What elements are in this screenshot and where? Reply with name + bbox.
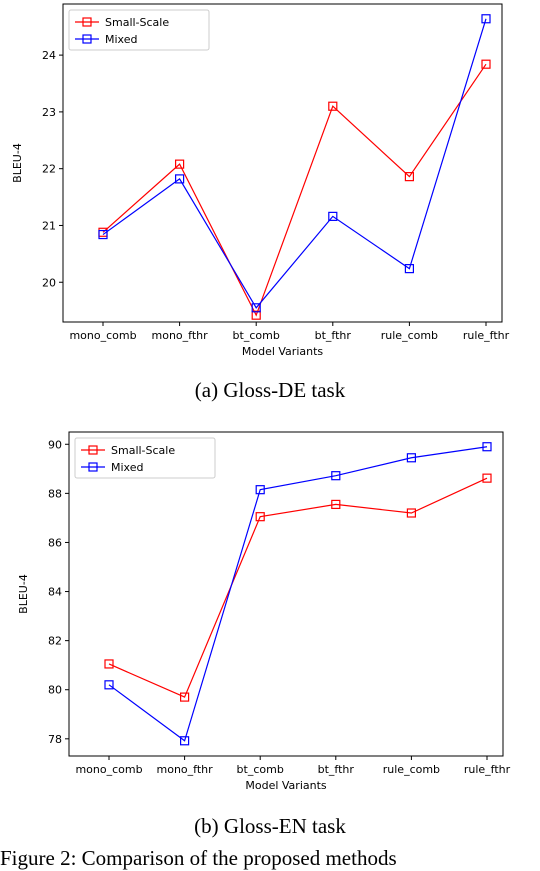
- x-tick-label: bt_comb: [233, 329, 280, 342]
- data-point: [104, 680, 114, 690]
- data-point: [251, 310, 261, 320]
- caption-gloss-en: (b) Gloss-EN task: [194, 814, 346, 838]
- y-axis-label: BLEU-4: [11, 143, 24, 183]
- data-point: [180, 736, 190, 746]
- legend-label: Small-Scale: [111, 444, 175, 457]
- data-point: [404, 264, 414, 274]
- y-tick-label: 21: [42, 219, 56, 232]
- legend-label: Small-Scale: [105, 16, 169, 29]
- data-point: [331, 471, 341, 481]
- x-tick-label: mono_comb: [69, 329, 136, 342]
- series-line-small-scale: [102, 63, 487, 317]
- series-line-small-scale: [108, 477, 488, 698]
- x-tick-label: bt_fthr: [315, 329, 352, 342]
- plot-frame: [62, 3, 503, 323]
- figure-caption: Figure 2: Comparison of the proposed met…: [0, 846, 397, 870]
- data-point: [482, 473, 492, 483]
- legend-marker: [88, 445, 98, 455]
- x-tick-label: bt_comb: [237, 763, 284, 776]
- x-tick-label: bt_fthr: [318, 763, 355, 776]
- legend-label: Mixed: [111, 461, 143, 474]
- y-tick-label: 80: [48, 684, 62, 697]
- y-tick-label: 82: [48, 635, 62, 648]
- data-point: [404, 172, 414, 182]
- x-tick-label: mono_fthr: [152, 329, 209, 342]
- data-point: [175, 159, 185, 169]
- y-tick-label: 24: [42, 49, 56, 62]
- y-tick-label: 78: [48, 733, 62, 746]
- data-point: [406, 508, 416, 518]
- chart-panel-gloss-en: mono_comb mono_fthr bt_comb bt_fthr rule_com…: [0, 420, 540, 840]
- legend-box: [68, 9, 210, 51]
- data-point: [98, 229, 108, 240]
- y-tick-label: 22: [42, 163, 56, 176]
- legend-label: Mixed: [105, 33, 137, 46]
- x-tick-label: mono_fthr: [157, 763, 214, 776]
- data-point: [255, 485, 265, 495]
- plot-frame: [68, 431, 504, 757]
- x-tick-label: rule_comb: [383, 763, 440, 776]
- y-tick-label: 90: [48, 438, 62, 451]
- data-point: [255, 512, 265, 522]
- x-tick-label: rule_fthr: [464, 763, 511, 776]
- legend-marker: [88, 462, 98, 472]
- y-tick-label: 88: [48, 487, 62, 500]
- chart-panel-gloss-de: mono_comb mono_fthr bt_comb bt_fthr rule_com…: [0, 0, 540, 410]
- x-axis-label: Model Variants: [245, 779, 327, 792]
- chart-gloss-en: mono_comb mono_fthr bt_comb bt_fthr rule_com…: [17, 431, 511, 792]
- data-point: [481, 59, 491, 69]
- data-point: [175, 174, 185, 184]
- data-point: [406, 453, 416, 463]
- x-axis-label: Model Variants: [242, 345, 324, 358]
- data-point: [328, 101, 338, 111]
- x-tick-label: mono_comb: [75, 763, 142, 776]
- y-tick-label: 86: [48, 536, 62, 549]
- data-point: [331, 499, 341, 510]
- y-tick-label: 20: [42, 276, 56, 289]
- data-point: [104, 659, 114, 669]
- data-point: [482, 442, 492, 452]
- data-point: [251, 303, 261, 313]
- x-tick-label: rule_fthr: [463, 329, 510, 342]
- chart-gloss-de: mono_comb mono_fthr bt_comb bt_fthr rule_com…: [11, 3, 510, 358]
- series-line-mixed: [108, 446, 488, 742]
- legend-box: [74, 437, 216, 479]
- series-line-mixed: [102, 18, 487, 309]
- data-point: [328, 211, 338, 221]
- data-point: [481, 14, 491, 24]
- legend-marker: [82, 34, 92, 44]
- y-tick-label: 84: [48, 586, 62, 599]
- x-tick-label: rule_comb: [381, 329, 438, 342]
- data-point: [180, 692, 190, 702]
- y-axis-label: BLEU-4: [17, 574, 30, 614]
- caption-gloss-de: (a) Gloss-DE task: [194, 378, 346, 402]
- y-tick-label: 23: [42, 106, 56, 119]
- legend-marker: [82, 17, 92, 27]
